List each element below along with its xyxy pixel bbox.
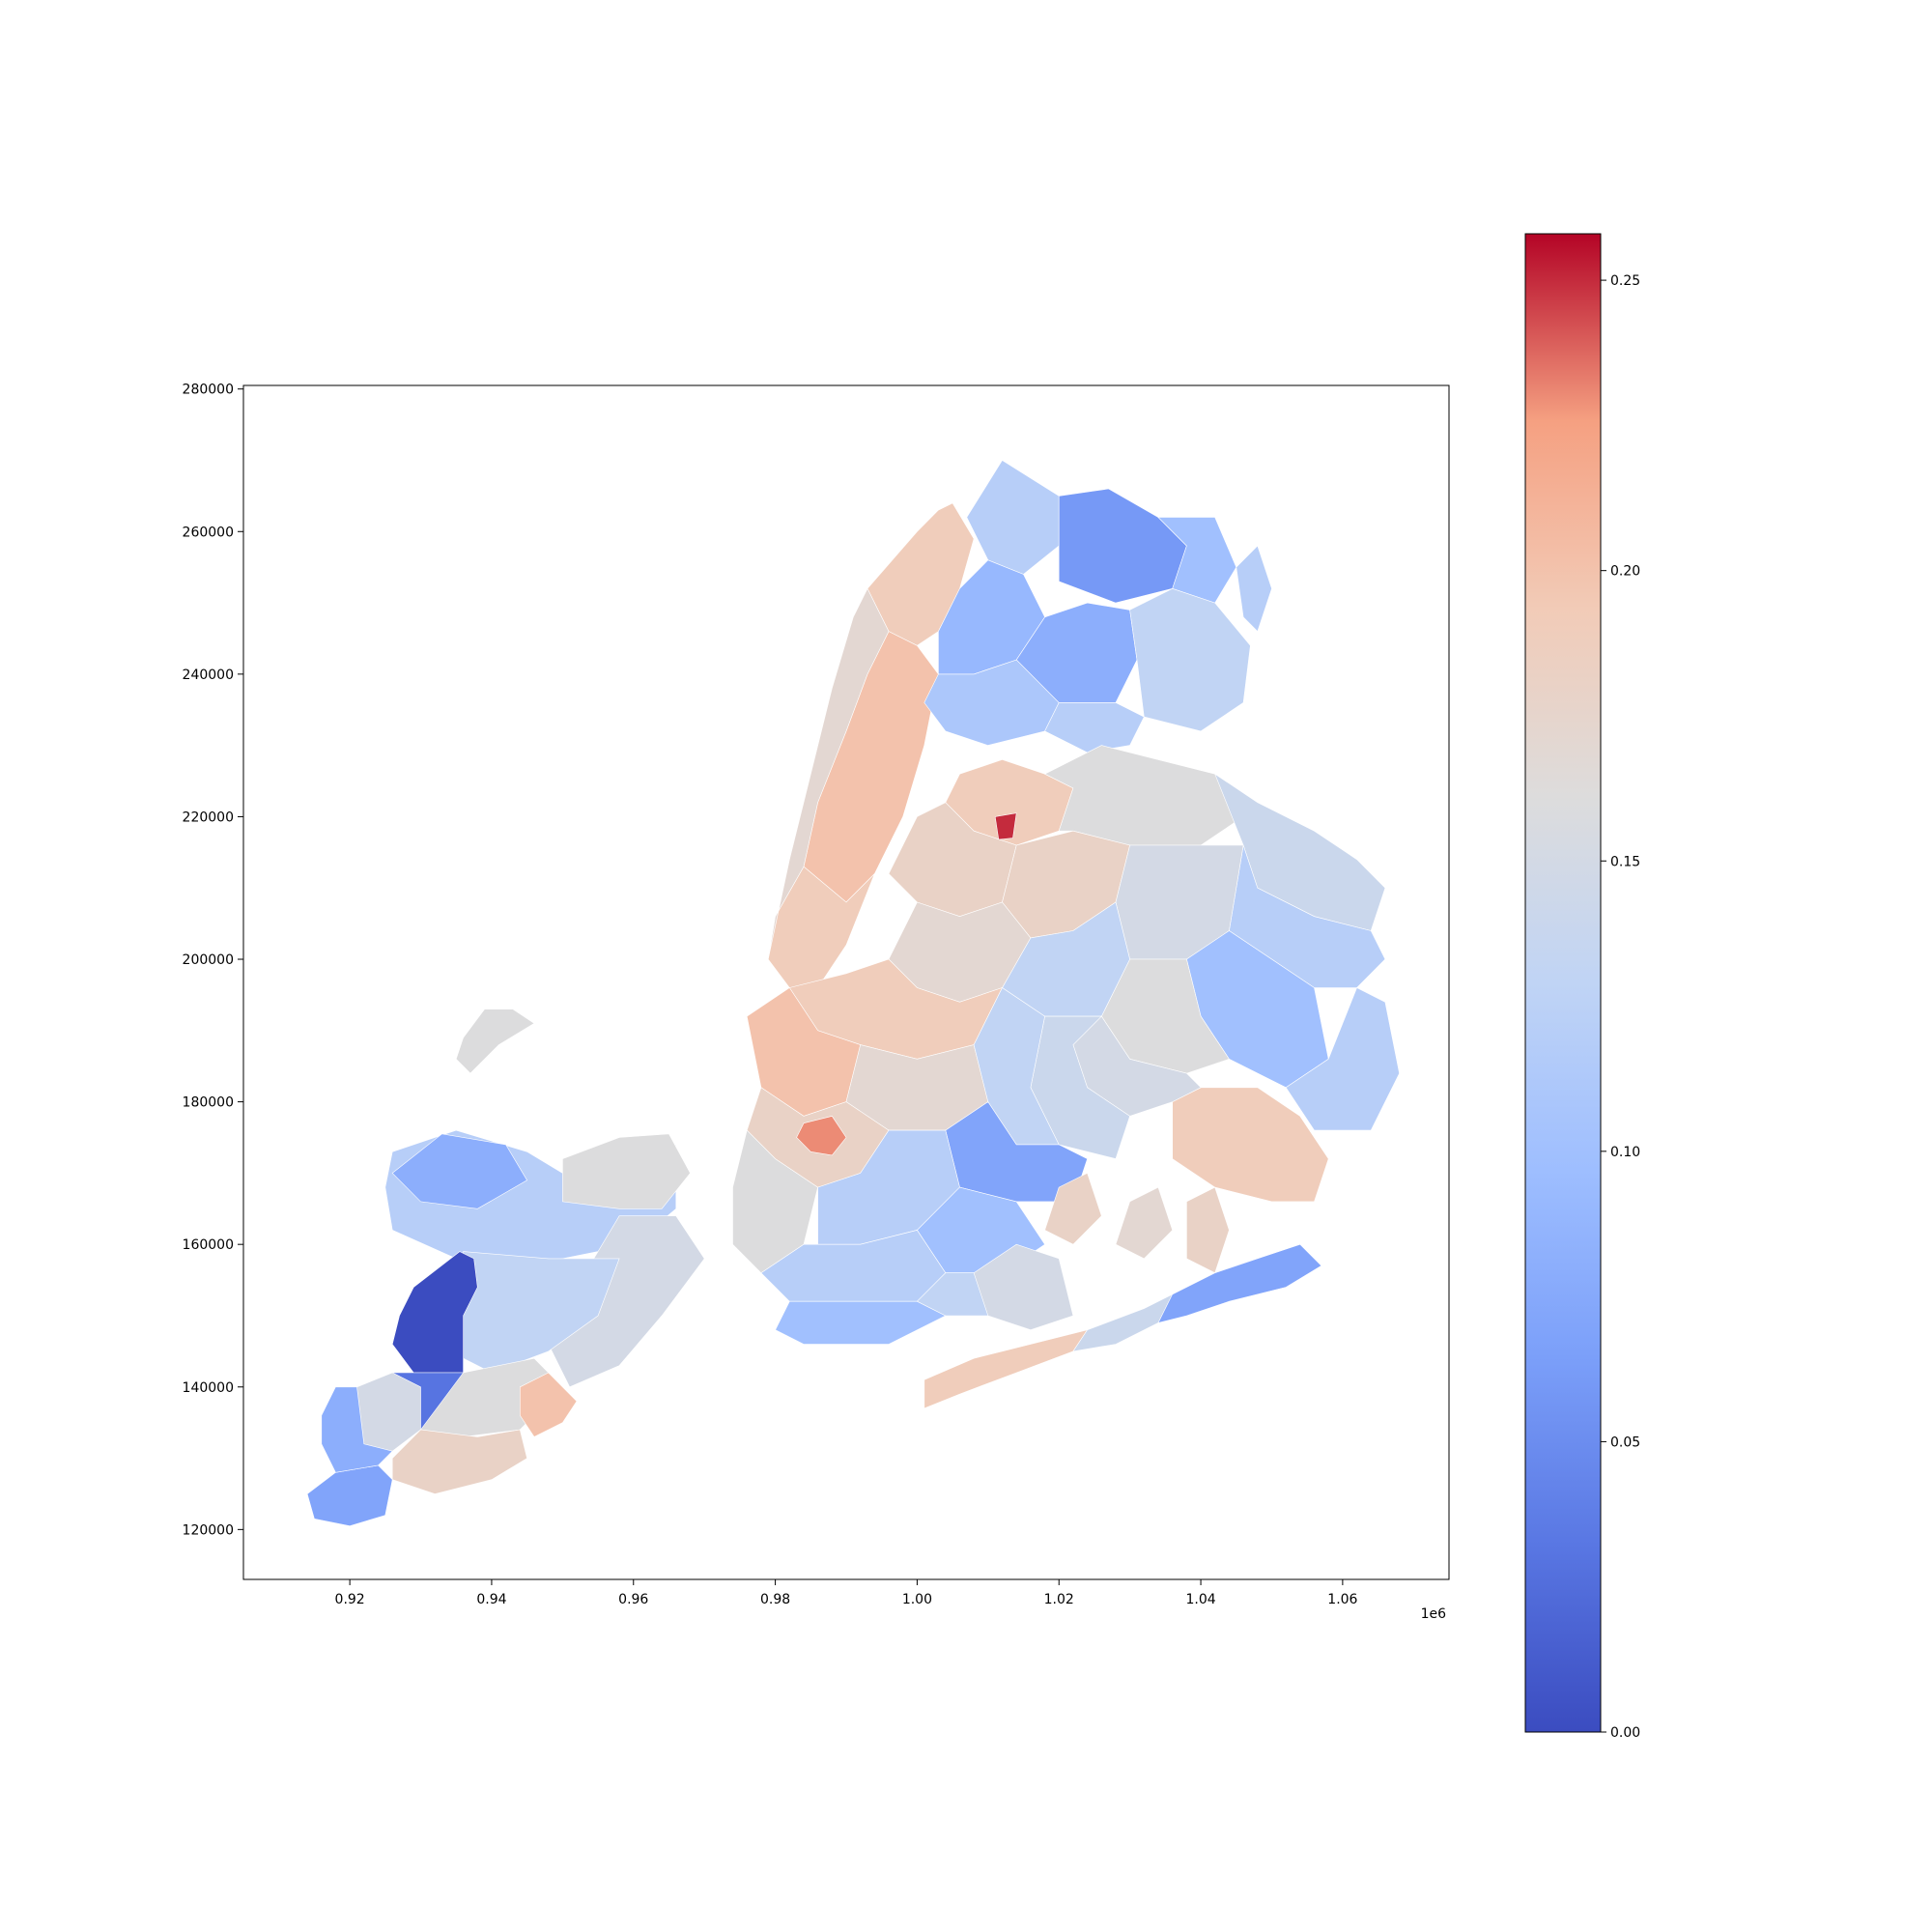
x-tick-label: 0.94 — [476, 1592, 506, 1607]
region-broad-channel — [1186, 1186, 1230, 1274]
colorbar: 0.00 0.05 0.10 0.15 0.20 0.25 — [1524, 233, 1640, 1741]
region-staten-island-northwest — [391, 1133, 528, 1209]
plot-frame — [242, 384, 1450, 1580]
colorbar-tick-label: 0.15 — [1610, 854, 1640, 869]
region-jamaica-bay-islands — [1044, 1172, 1102, 1245]
region-astoria-hot-spot — [994, 812, 1017, 840]
map-regions — [306, 460, 1400, 1527]
colorbar-gradient — [1525, 234, 1601, 1732]
colorbar-tick-label: 0.10 — [1610, 1145, 1640, 1160]
x-tick-label: 1.00 — [902, 1592, 932, 1607]
x-tick-label: 0.98 — [760, 1592, 790, 1607]
y-tick-label: 220000 — [183, 810, 234, 825]
x-tick-label: 1.02 — [1044, 1592, 1074, 1607]
colorbar-frame — [1524, 233, 1602, 1733]
y-tick-label: 240000 — [183, 668, 234, 683]
region-north-brother-island — [455, 1009, 535, 1074]
y-tick-label: 260000 — [183, 525, 234, 540]
region-queens-southeast — [1285, 987, 1400, 1131]
x-axis: 0.92 0.94 0.96 0.98 1.00 1.02 1.04 1.06 — [335, 1579, 1358, 1607]
region-staten-island-northeast — [562, 1133, 691, 1209]
x-tick-label: 1.04 — [1185, 1592, 1215, 1607]
colorbar-tick-label: 0.05 — [1610, 1435, 1640, 1450]
region-bronx-northwest — [966, 460, 1060, 575]
region-brooklyn-hotspot — [796, 1116, 847, 1156]
x-offset-label: 1e6 — [1421, 1606, 1447, 1622]
y-tick-label: 140000 — [183, 1380, 234, 1396]
x-tick-label: 1.06 — [1327, 1592, 1357, 1607]
region-staten-island-great-kills — [519, 1372, 578, 1437]
region-jfk-airport — [1172, 1087, 1329, 1203]
y-tick-label: 180000 — [183, 1095, 234, 1111]
x-tick-label: 0.96 — [618, 1592, 648, 1607]
x-tick-label: 0.92 — [335, 1592, 365, 1607]
colorbar-ticks: 0.00 0.05 0.10 0.15 0.20 0.25 — [1601, 273, 1640, 1741]
region-city-island-east — [1236, 545, 1272, 633]
region-bronx-north-central — [1058, 488, 1187, 604]
region-staten-island-tottenville — [306, 1464, 393, 1527]
region-rockaway-west — [923, 1329, 1089, 1409]
colorbar-tick-label: 0.20 — [1610, 564, 1640, 580]
region-bronx-south-mid — [1044, 702, 1145, 753]
region-rockaway-central — [1072, 1293, 1174, 1352]
region-staten-island-greenbelt — [391, 1251, 478, 1374]
y-tick-label: 280000 — [183, 383, 234, 398]
region-staten-island-eltingville — [356, 1372, 421, 1452]
y-tick-label: 120000 — [183, 1522, 234, 1538]
region-jamaica-bay-islands-2 — [1115, 1186, 1174, 1260]
region-brooklyn-coney-island — [775, 1300, 947, 1345]
y-axis: 120000 140000 160000 180000 200000 220000 2400… — [183, 383, 243, 1538]
region-rockaway-east — [1157, 1243, 1322, 1323]
region-queens-north — [1043, 745, 1244, 846]
colorbar-tick-label: 0.00 — [1610, 1725, 1640, 1741]
region-bronx-east — [1129, 587, 1251, 732]
region-floyd-bennett-field — [973, 1243, 1074, 1331]
region-manhattan-west-shore — [767, 587, 890, 960]
y-tick-label: 200000 — [183, 952, 234, 968]
colorbar-tick-label: 0.25 — [1610, 273, 1640, 289]
region-staten-island-south-shore — [391, 1429, 527, 1494]
y-tick-label: 160000 — [183, 1237, 234, 1253]
